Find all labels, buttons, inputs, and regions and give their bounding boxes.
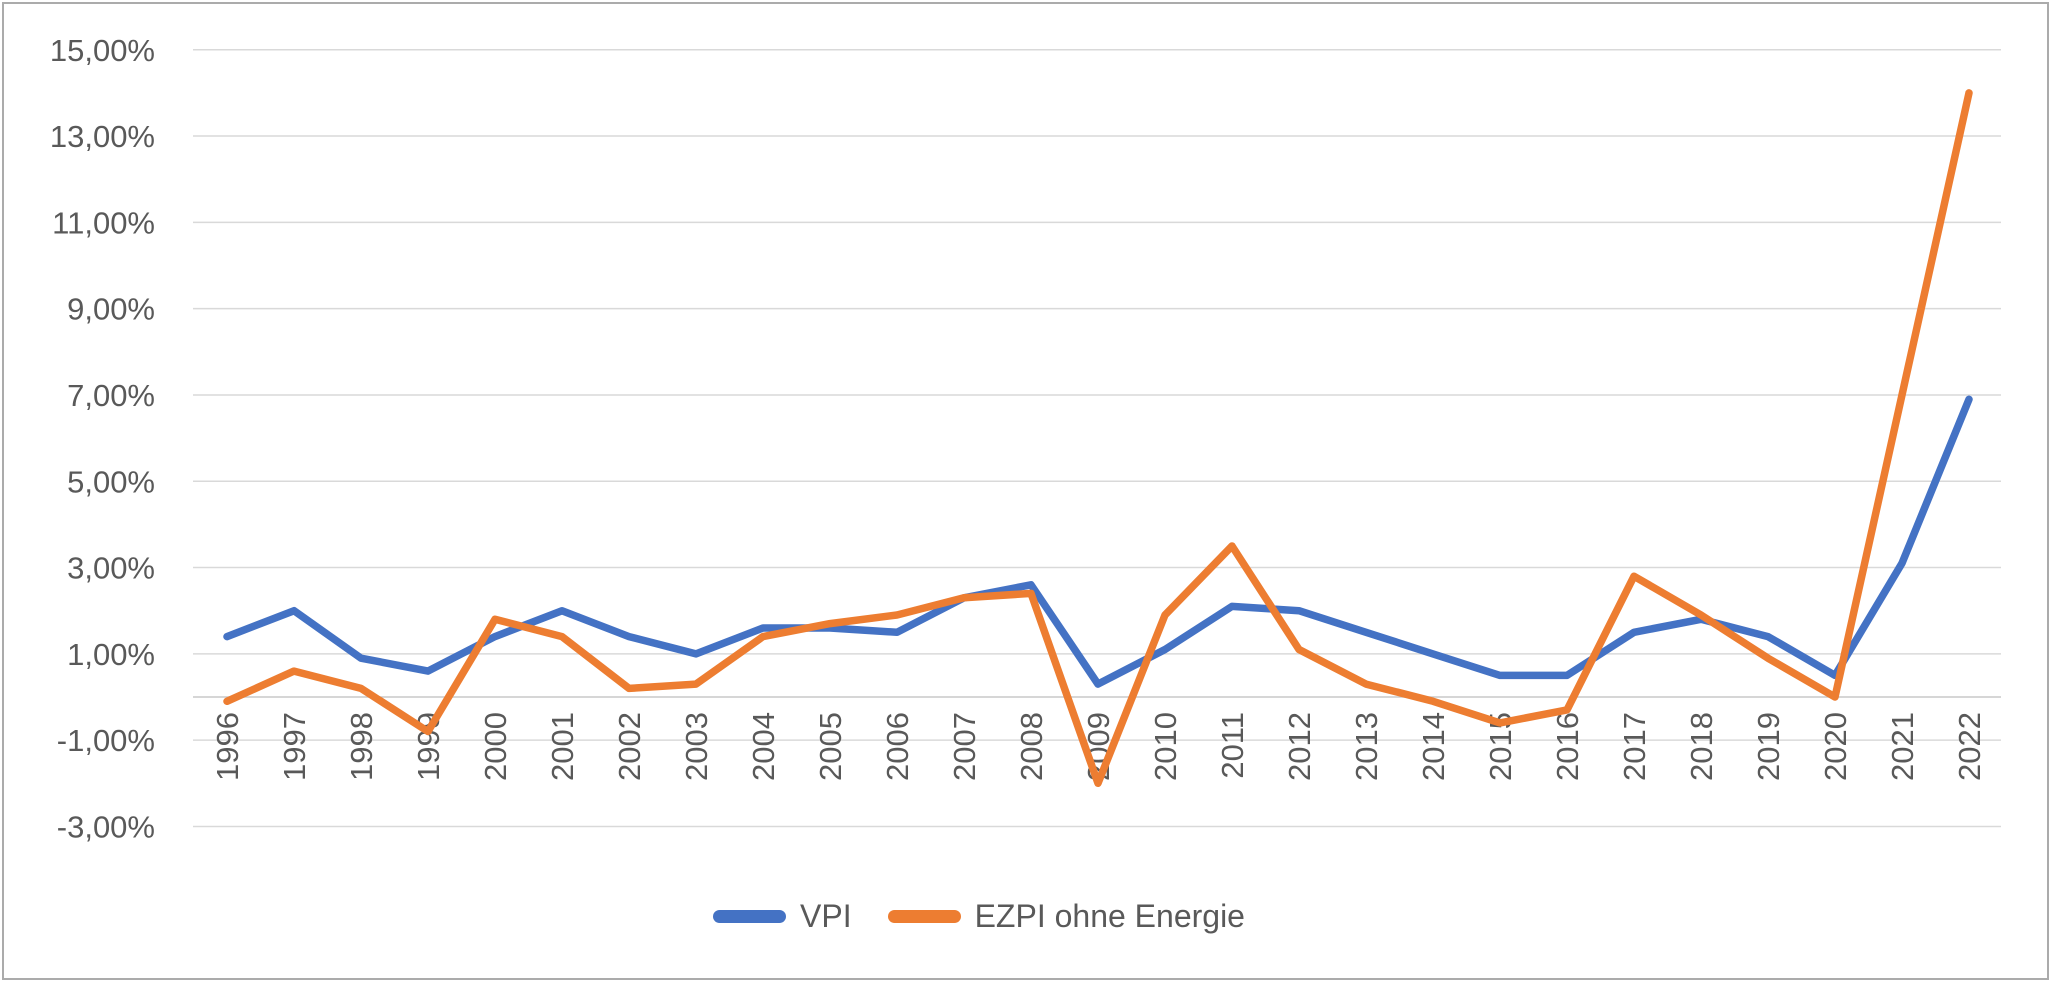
y-tick-label: -1,00% — [57, 723, 155, 758]
x-tick-label-2002: 2002 — [612, 712, 647, 781]
x-tick-label-2019: 2019 — [1751, 712, 1786, 781]
x-tick-label-1996: 1996 — [210, 712, 245, 781]
x-tick-label-2020: 2020 — [1818, 712, 1853, 781]
x-tick-label-2022: 2022 — [1952, 712, 1987, 781]
x-tick-label-2010: 2010 — [1148, 712, 1183, 781]
legend-swatch-icon — [713, 909, 786, 923]
legend-label: VPI — [800, 898, 852, 934]
x-tick-label-2000: 2000 — [478, 712, 513, 781]
legend-label: EZPI ohne Energie — [974, 898, 1245, 934]
x-tick-label-2003: 2003 — [679, 712, 714, 781]
chart-legend: VPI EZPI ohne Energie — [713, 896, 1245, 936]
x-tick-label-2001: 2001 — [545, 712, 580, 781]
x-tick-label-2017: 2017 — [1617, 712, 1652, 781]
series-line-ezpi-ohne-energie — [223, 89, 1973, 788]
x-tick-label-2018: 2018 — [1684, 712, 1719, 781]
x-tick-label-2004: 2004 — [746, 712, 781, 781]
x-tick-label-1997: 1997 — [277, 712, 312, 781]
legend-item-vpi: VPI — [713, 900, 852, 932]
legend-item-ezpi-ohne-energie: EZPI ohne Energie — [887, 898, 1245, 934]
x-tick-label-2011: 2011 — [1215, 712, 1250, 779]
y-tick-label: 11,00% — [52, 205, 155, 240]
y-tick-label: -3,00% — [57, 809, 155, 844]
x-tick-label-2008: 2008 — [1014, 712, 1049, 781]
y-tick-label: 3,00% — [67, 551, 155, 586]
y-tick-label: 5,00% — [67, 464, 155, 499]
x-tick-label-2012: 2012 — [1282, 712, 1317, 781]
x-tick-label-2013: 2013 — [1349, 712, 1384, 781]
y-tick-label: 13,00% — [50, 119, 155, 154]
series-line-vpi — [223, 395, 1973, 688]
x-tick-label-2005: 2005 — [813, 712, 848, 781]
y-tick-label: 1,00% — [67, 637, 155, 672]
x-tick-label-2021: 2021 — [1885, 712, 1920, 781]
x-tick-label-2016: 2016 — [1550, 712, 1585, 781]
x-tick-label-2007: 2007 — [947, 712, 982, 781]
y-tick-label: 9,00% — [67, 292, 155, 327]
x-tick-label-2014: 2014 — [1416, 712, 1451, 781]
y-tick-label: 15,00% — [50, 33, 155, 68]
legend-swatch-icon — [887, 909, 961, 923]
x-tick-label-2006: 2006 — [880, 712, 915, 781]
y-tick-label: 7,00% — [67, 378, 155, 413]
x-tick-label-1998: 1998 — [344, 712, 379, 781]
